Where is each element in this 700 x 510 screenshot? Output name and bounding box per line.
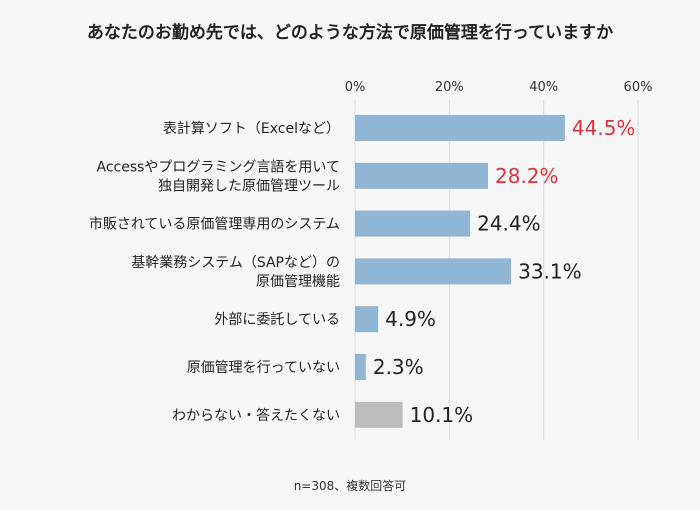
value-label: 28.2% (495, 164, 559, 188)
chart-title: あなたのお勤め先では、どのような方法で原価管理を行っていますか (87, 22, 613, 43)
x-tick-label: 20% (435, 80, 464, 95)
value-label: 2.3% (373, 355, 424, 379)
category-label: 原価管理を行っていない (187, 360, 340, 376)
bars (355, 115, 565, 428)
value-label: 4.9% (385, 307, 436, 331)
category-label: 表計算ソフト（Excelなど） (163, 121, 340, 137)
value-label: 10.1% (410, 403, 474, 427)
x-tick-label: 60% (624, 80, 653, 95)
bar (355, 162, 489, 189)
bar (355, 115, 565, 141)
category-labels: 表計算ソフト（Excelなど） Accessやプログラミング言語を用いて独自開発し… (89, 121, 340, 424)
category-label: 基幹業務システム（SAPなど）の (131, 254, 340, 271)
category-label: 市販されている原価管理専用のシステム (89, 216, 340, 233)
value-label: 24.4% (477, 212, 541, 236)
bar (355, 354, 366, 380)
value-label: 44.5% (572, 116, 636, 140)
value-labels: 44.5% 28.2% 24.4% 33.1% 4.9% 2.3% 10.1% (373, 116, 636, 427)
value-label: 33.1% (518, 259, 582, 283)
x-tick-label: 0% (345, 80, 366, 95)
category-label: 原価管理機能 (256, 274, 340, 290)
category-label: 独自開発した原価管理ツール (158, 178, 340, 194)
category-label: 外部に委託している (214, 312, 340, 328)
sample-note: n=308、複数回答可 (294, 478, 407, 493)
category-label: わからない・答えたくない (172, 407, 340, 424)
bar (355, 306, 379, 333)
x-tick-label: 40% (529, 80, 558, 95)
bar (355, 258, 512, 285)
category-label: Accessやプログラミング言語を用いて (96, 159, 340, 175)
bar (355, 401, 403, 428)
x-axis-ticks: 0% 20% 40% 60% (345, 80, 653, 95)
bar (355, 210, 471, 237)
